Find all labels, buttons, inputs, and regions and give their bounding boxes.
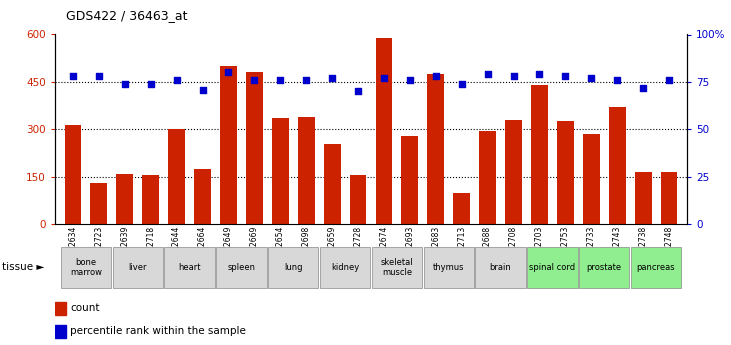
Bar	[320, 247, 370, 288]
Bar	[168, 129, 185, 224]
Bar	[527, 247, 577, 288]
Text: spinal cord: spinal cord	[529, 263, 575, 272]
Bar	[609, 107, 626, 224]
Bar	[113, 247, 163, 288]
Bar	[423, 247, 474, 288]
Point	[507, 73, 519, 79]
Text: percentile rank within the sample: percentile rank within the sample	[70, 326, 246, 336]
Text: skeletal
muscle: skeletal muscle	[381, 258, 413, 277]
Bar	[505, 120, 522, 224]
Bar	[55, 302, 67, 315]
Bar	[272, 118, 289, 224]
Point	[300, 77, 312, 83]
Point	[145, 81, 156, 87]
Bar	[220, 66, 237, 224]
Bar	[480, 131, 496, 224]
Point	[559, 73, 571, 79]
Text: spleen: spleen	[227, 263, 255, 272]
Point	[249, 77, 260, 83]
Bar	[55, 325, 67, 338]
Text: prostate: prostate	[587, 263, 622, 272]
Point	[171, 77, 183, 83]
Point	[456, 81, 468, 87]
Bar	[194, 169, 211, 224]
Point	[223, 70, 235, 75]
Text: pancreas: pancreas	[637, 263, 675, 272]
Text: lung: lung	[284, 263, 303, 272]
Bar	[64, 125, 81, 224]
Point	[378, 76, 390, 81]
Point	[352, 89, 364, 94]
Bar	[116, 174, 133, 224]
Point	[119, 81, 131, 87]
Bar	[453, 193, 470, 224]
Bar	[298, 117, 314, 224]
Bar	[428, 74, 444, 224]
Text: count: count	[70, 303, 99, 313]
Text: bone
marrow: bone marrow	[70, 258, 102, 277]
Bar	[61, 247, 111, 288]
Bar	[401, 136, 418, 224]
Bar	[324, 144, 341, 224]
Point	[663, 77, 675, 83]
Point	[611, 77, 623, 83]
Point	[637, 85, 649, 90]
Point	[404, 77, 416, 83]
Point	[534, 72, 545, 77]
Point	[67, 73, 79, 79]
Point	[430, 73, 442, 79]
Text: tissue ►: tissue ►	[2, 263, 45, 272]
Bar	[246, 72, 262, 224]
Point	[586, 76, 597, 81]
Bar	[557, 121, 574, 224]
Bar	[475, 247, 526, 288]
Point	[482, 72, 493, 77]
Point	[197, 87, 208, 92]
Text: kidney: kidney	[331, 263, 359, 272]
Text: thymus: thymus	[433, 263, 464, 272]
Point	[93, 73, 105, 79]
Bar	[91, 183, 107, 224]
Bar	[143, 175, 159, 224]
Bar	[661, 172, 678, 224]
Bar	[583, 134, 599, 224]
Text: brain: brain	[490, 263, 512, 272]
Text: heart: heart	[178, 263, 201, 272]
Point	[326, 76, 338, 81]
Bar	[631, 247, 681, 288]
Text: liver: liver	[129, 263, 147, 272]
Bar	[164, 247, 215, 288]
Bar	[349, 175, 366, 224]
Text: GDS422 / 36463_at: GDS422 / 36463_at	[66, 9, 187, 22]
Bar	[268, 247, 319, 288]
Bar	[579, 247, 629, 288]
Point	[274, 77, 286, 83]
Bar	[372, 247, 422, 288]
Bar	[376, 38, 393, 224]
Bar	[531, 85, 548, 224]
Bar	[635, 172, 651, 224]
Bar	[216, 247, 267, 288]
